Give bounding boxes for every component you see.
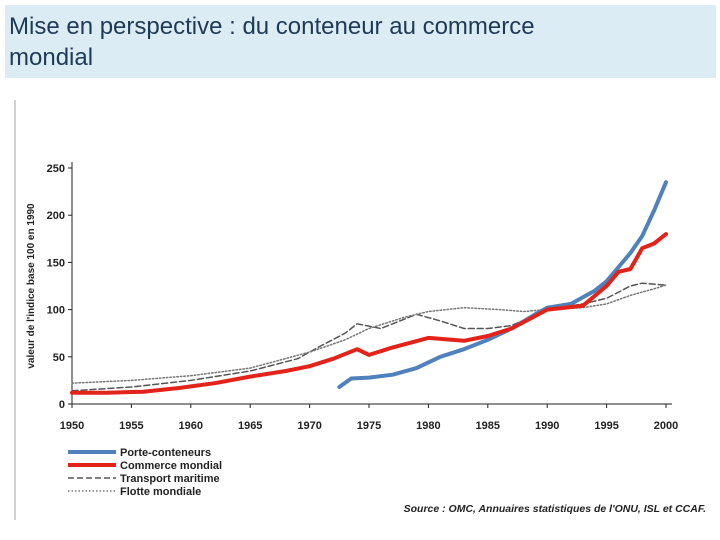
y-tick-label: 100	[47, 305, 65, 317]
y-tick-label: 0	[59, 399, 65, 411]
legend-label-commerce-mondial: Commerce mondial	[120, 460, 222, 472]
chart-source: Source : OMC, Annuaires statistiques de …	[404, 503, 706, 515]
legend-label-porte-conteneurs: Porte-conteneurs	[120, 447, 211, 459]
series-line-commerce-mondial	[70, 232, 668, 395]
x-tick-label: 1960	[179, 420, 203, 432]
series-line-flotte-mondiale	[71, 284, 667, 384]
x-tick-label: 1985	[476, 420, 500, 432]
y-tick-label: 200	[47, 210, 65, 222]
slide-title-line-1: Mise en perspective : du conteneur au co…	[9, 13, 535, 40]
x-tick-label: 1955	[119, 420, 143, 432]
x-tick-label: 1980	[416, 420, 440, 432]
chart-series	[70, 180, 668, 395]
chart-figure: 0 50 100 150 200 250 1950 1955 1960 1965 1970 1975 1…	[14, 100, 714, 520]
slide-title-bar: Mise en perspective : du conteneur au co…	[5, 5, 716, 78]
chart-axes: 0 50 100 150 200 250 1950 1955 1960 1965 1970 1975 1…	[47, 162, 678, 432]
x-tick-label: 1950	[60, 420, 84, 432]
series-line-porte-conteneurs	[337, 180, 668, 389]
legend-label-transport-maritime: Transport maritime	[120, 473, 220, 485]
slide-title-line-2: mondial	[9, 44, 94, 71]
series-line-transport-maritime	[71, 282, 667, 392]
x-tick-label: 1965	[238, 420, 262, 432]
x-tick-label: 2000	[654, 420, 678, 432]
legend-label-flotte-mondiale: Flotte mondiale	[120, 486, 201, 498]
x-tick-label: 1990	[535, 420, 559, 432]
x-tick-label: 1975	[357, 420, 381, 432]
line-chart: 0 50 100 150 200 250 1950 1955 1960 1965 1970 1975 1…	[26, 162, 706, 515]
x-tick-label: 1970	[297, 420, 321, 432]
x-tick-label: 1995	[594, 420, 618, 432]
y-tick-label: 50	[53, 352, 65, 364]
y-axis-label: valeur de l'indice base 100 en 1990	[26, 203, 37, 369]
y-tick-label: 250	[47, 163, 65, 175]
y-tick-label: 150	[47, 257, 65, 269]
